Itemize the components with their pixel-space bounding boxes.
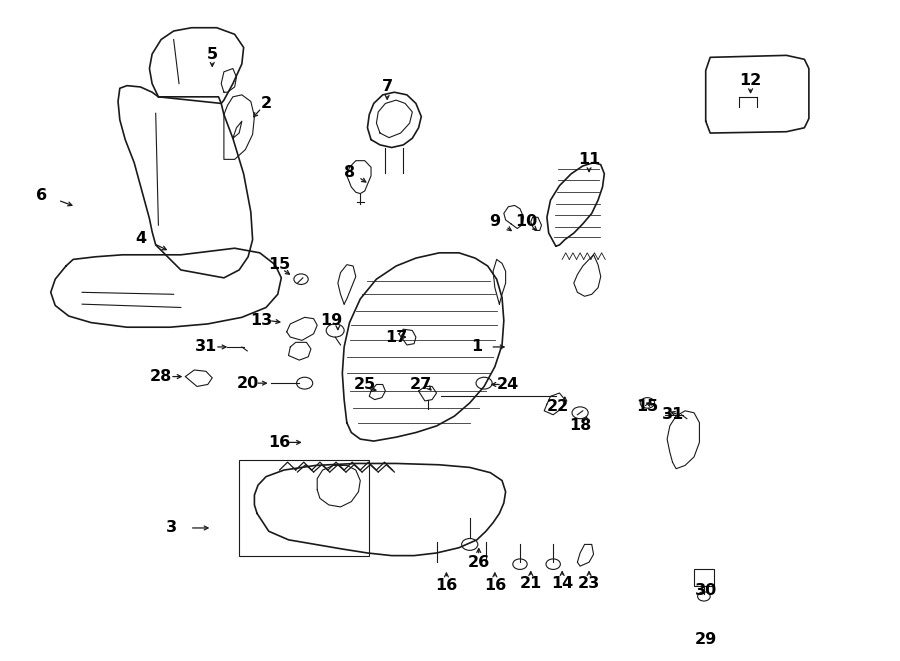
Text: 9: 9 (490, 214, 500, 229)
Text: 17: 17 (385, 330, 408, 344)
Text: 6: 6 (36, 188, 48, 203)
Text: 29: 29 (695, 633, 716, 647)
Text: 30: 30 (695, 583, 716, 598)
Text: 12: 12 (740, 73, 761, 88)
Text: 4: 4 (135, 231, 146, 246)
Text: 1: 1 (472, 340, 482, 354)
Text: 25: 25 (354, 377, 376, 392)
Text: 26: 26 (468, 555, 490, 570)
Text: 21: 21 (519, 576, 542, 592)
Bar (694, 569, 714, 586)
Text: 15: 15 (268, 257, 291, 272)
Text: 15: 15 (636, 399, 659, 414)
Text: 18: 18 (569, 418, 591, 434)
Text: 5: 5 (207, 46, 218, 61)
Text: 28: 28 (150, 369, 172, 384)
Text: 2: 2 (260, 96, 272, 111)
Text: 22: 22 (546, 399, 569, 414)
Text: 8: 8 (344, 165, 356, 180)
Text: 10: 10 (515, 214, 537, 229)
Text: 20: 20 (237, 375, 259, 391)
Text: 27: 27 (410, 377, 432, 392)
Text: 11: 11 (578, 152, 600, 167)
Text: 7: 7 (382, 79, 392, 95)
Text: 19: 19 (320, 313, 343, 328)
Text: 14: 14 (551, 576, 573, 592)
Text: 31: 31 (662, 407, 684, 422)
Text: 16: 16 (268, 435, 291, 450)
Text: 13: 13 (250, 313, 273, 328)
Text: 31: 31 (194, 340, 217, 354)
Text: 16: 16 (483, 578, 506, 593)
Text: 3: 3 (166, 520, 177, 535)
Text: 24: 24 (497, 377, 519, 392)
Bar (239, 460, 369, 556)
Text: 16: 16 (436, 578, 457, 593)
Text: 23: 23 (578, 576, 600, 592)
